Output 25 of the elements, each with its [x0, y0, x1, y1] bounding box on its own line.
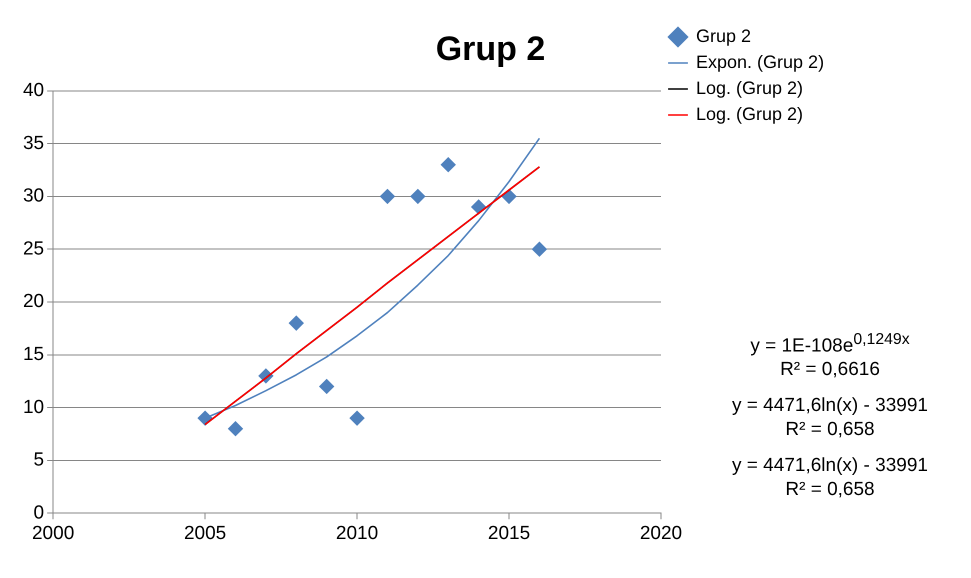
legend-label: Log. (Grup 2) — [696, 104, 804, 124]
y-tick-label: 5 — [34, 450, 44, 471]
y-tick-label: 0 — [34, 502, 44, 524]
y-tick-label: 25 — [22, 238, 44, 260]
text: R² = 0,658 — [784, 478, 876, 502]
y-tick-label: 40 — [22, 80, 44, 102]
y-tick-label: 30 — [22, 186, 44, 207]
x-tick-label: 2000 — [32, 522, 74, 544]
legend-label: Log. (Grup 2) — [696, 78, 804, 98]
text: R² = 0,6616 — [779, 358, 881, 382]
y-tick-label: 20 — [22, 291, 44, 312]
text: R² = 0,658 — [784, 418, 876, 442]
text: y = 4471,6ln(x) - 33991 — [731, 394, 929, 418]
x-tick-label: 2020 — [640, 522, 682, 544]
legend-label: Grup 2 — [696, 26, 752, 46]
chart-title: Grup 2 — [436, 30, 546, 68]
y-tick-label: 15 — [22, 344, 44, 366]
x-tick-label: 2015 — [488, 522, 530, 544]
x-tick-label: 2010 — [336, 522, 378, 544]
text: y = 4471,6ln(x) - 33991 — [731, 454, 929, 478]
x-tick-label: 2005 — [184, 522, 226, 544]
text: y = 1E-108e$^{0,1249x}$ — [749, 330, 911, 358]
legend-label: Expon. (Grup 2) — [696, 52, 824, 72]
y-tick-label: 10 — [22, 396, 44, 418]
y-tick-label: 35 — [22, 132, 44, 154]
